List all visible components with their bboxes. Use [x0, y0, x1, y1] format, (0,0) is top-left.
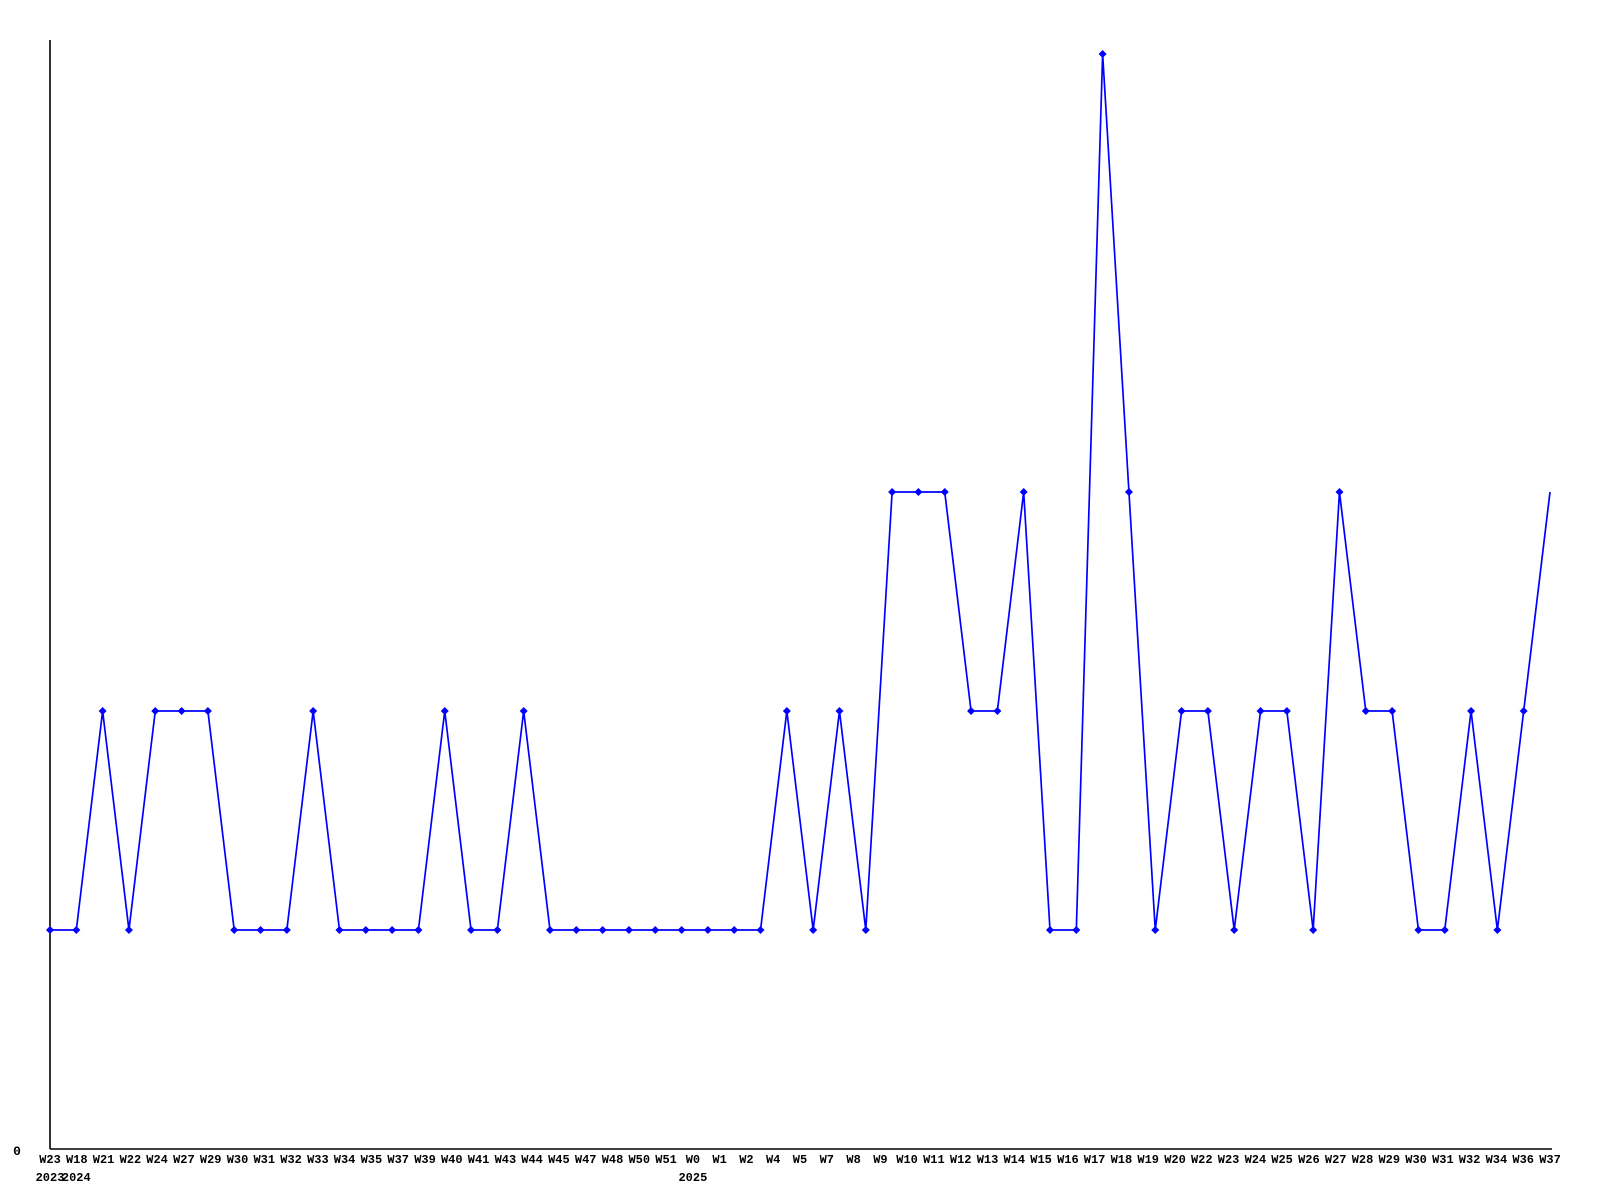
svg-text:W7: W7 — [820, 1153, 834, 1167]
svg-text:W2: W2 — [739, 1153, 753, 1167]
svg-text:2023: 2023 — [36, 1171, 65, 1185]
svg-text:W36: W36 — [1512, 1153, 1534, 1167]
svg-text:W5: W5 — [793, 1153, 807, 1167]
svg-text:W33: W33 — [307, 1153, 329, 1167]
svg-text:W27: W27 — [1325, 1153, 1347, 1167]
svg-text:W0: W0 — [686, 1153, 700, 1167]
svg-text:W39: W39 — [414, 1153, 436, 1167]
svg-text:W1: W1 — [712, 1153, 726, 1167]
svg-text:W30: W30 — [1405, 1153, 1427, 1167]
svg-text:W51: W51 — [655, 1153, 677, 1167]
svg-text:W23: W23 — [39, 1153, 61, 1167]
svg-text:W20: W20 — [1164, 1153, 1186, 1167]
svg-text:W18: W18 — [66, 1153, 88, 1167]
svg-text:W14: W14 — [1003, 1153, 1025, 1167]
svg-text:W27: W27 — [173, 1153, 195, 1167]
svg-text:2025: 2025 — [678, 1171, 707, 1185]
svg-text:W23: W23 — [1218, 1153, 1240, 1167]
svg-text:W19: W19 — [1137, 1153, 1159, 1167]
svg-text:W47: W47 — [575, 1153, 597, 1167]
svg-text:0: 0 — [13, 1144, 21, 1159]
svg-text:W44: W44 — [521, 1153, 543, 1167]
svg-text:W50: W50 — [628, 1153, 650, 1167]
svg-text:W13: W13 — [977, 1153, 999, 1167]
svg-text:W11: W11 — [923, 1153, 945, 1167]
svg-text:W8: W8 — [846, 1153, 860, 1167]
svg-text:W10: W10 — [896, 1153, 918, 1167]
svg-text:W32: W32 — [1459, 1153, 1481, 1167]
svg-text:W12: W12 — [950, 1153, 972, 1167]
svg-text:W26: W26 — [1298, 1153, 1320, 1167]
svg-text:W32: W32 — [280, 1153, 302, 1167]
svg-text:W34: W34 — [334, 1153, 356, 1167]
svg-text:W9: W9 — [873, 1153, 887, 1167]
svg-text:W35: W35 — [361, 1153, 383, 1167]
svg-text:W4: W4 — [766, 1153, 780, 1167]
svg-text:W24: W24 — [146, 1153, 168, 1167]
svg-text:W48: W48 — [602, 1153, 624, 1167]
svg-text:W37: W37 — [387, 1153, 409, 1167]
svg-text:W31: W31 — [253, 1153, 275, 1167]
svg-text:W37: W37 — [1539, 1153, 1561, 1167]
svg-text:W30: W30 — [227, 1153, 249, 1167]
svg-text:2024: 2024 — [62, 1171, 91, 1185]
svg-text:W16: W16 — [1057, 1153, 1079, 1167]
svg-text:W29: W29 — [200, 1153, 222, 1167]
svg-text:W31: W31 — [1432, 1153, 1454, 1167]
svg-text:W17: W17 — [1084, 1153, 1106, 1167]
svg-text:W18: W18 — [1111, 1153, 1133, 1167]
svg-text:W22: W22 — [120, 1153, 142, 1167]
svg-text:W45: W45 — [548, 1153, 570, 1167]
svg-text:W15: W15 — [1030, 1153, 1052, 1167]
svg-text:W34: W34 — [1486, 1153, 1508, 1167]
svg-text:W29: W29 — [1378, 1153, 1400, 1167]
svg-text:W24: W24 — [1245, 1153, 1267, 1167]
svg-text:W40: W40 — [441, 1153, 463, 1167]
svg-text:W41: W41 — [468, 1153, 490, 1167]
svg-text:W28: W28 — [1352, 1153, 1374, 1167]
svg-text:W21: W21 — [93, 1153, 115, 1167]
svg-text:W43: W43 — [495, 1153, 517, 1167]
svg-text:W22: W22 — [1191, 1153, 1213, 1167]
svg-text:W25: W25 — [1271, 1153, 1293, 1167]
